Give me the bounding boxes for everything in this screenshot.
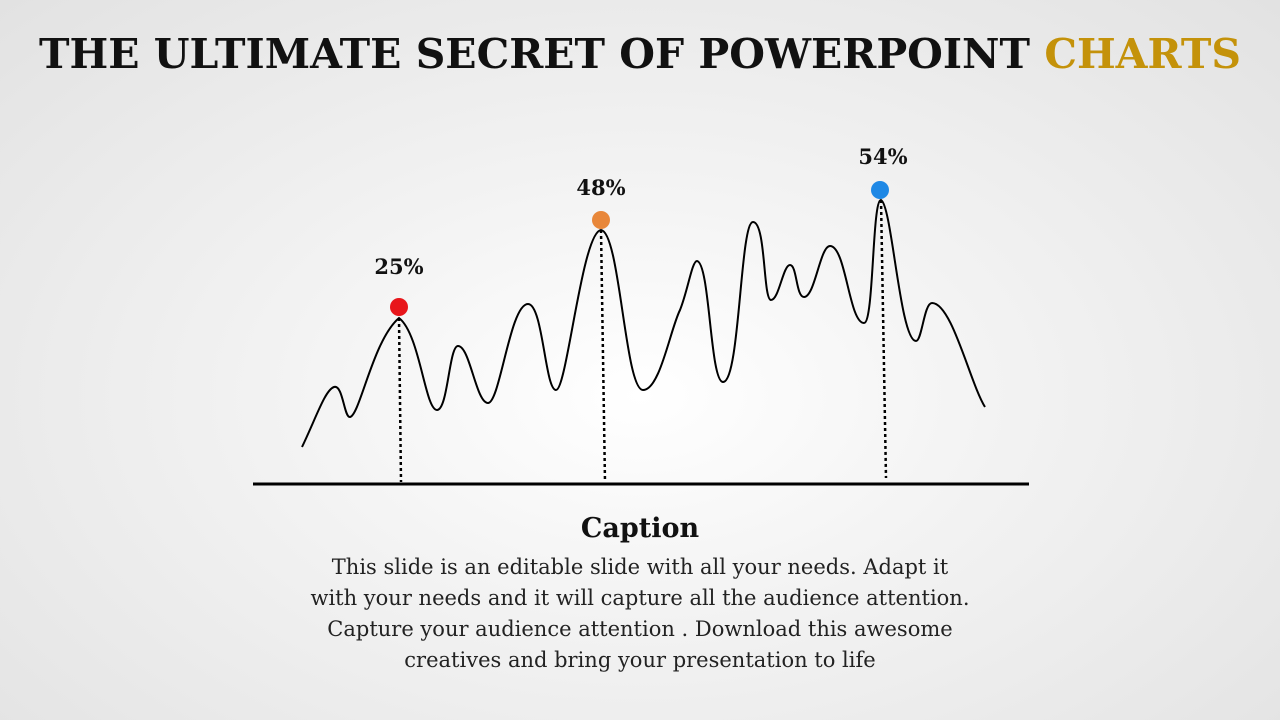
marker-dot-blue — [871, 181, 889, 199]
title-accent: CHARTS — [1044, 30, 1241, 78]
title-main: THE ULTIMATE SECRET OF POWERPOINT — [39, 30, 1031, 78]
marker-label-48: 48% — [576, 175, 625, 200]
marker-label-54: 54% — [858, 144, 907, 169]
drop-line-2 — [599, 229, 607, 483]
wave-line — [301, 198, 986, 448]
drop-line-3 — [879, 199, 888, 479]
drop-line-1 — [397, 317, 403, 483]
caption-title: Caption — [580, 513, 700, 544]
slide-title: THE ULTIMATE SECRET OF POWERPOINT CHARTS — [0, 30, 1280, 78]
marker-dot-red — [390, 298, 408, 316]
marker-label-25: 25% — [374, 254, 423, 279]
marker-dot-orange — [592, 211, 610, 229]
caption-body: This slide is an editable slide with all… — [310, 555, 970, 672]
